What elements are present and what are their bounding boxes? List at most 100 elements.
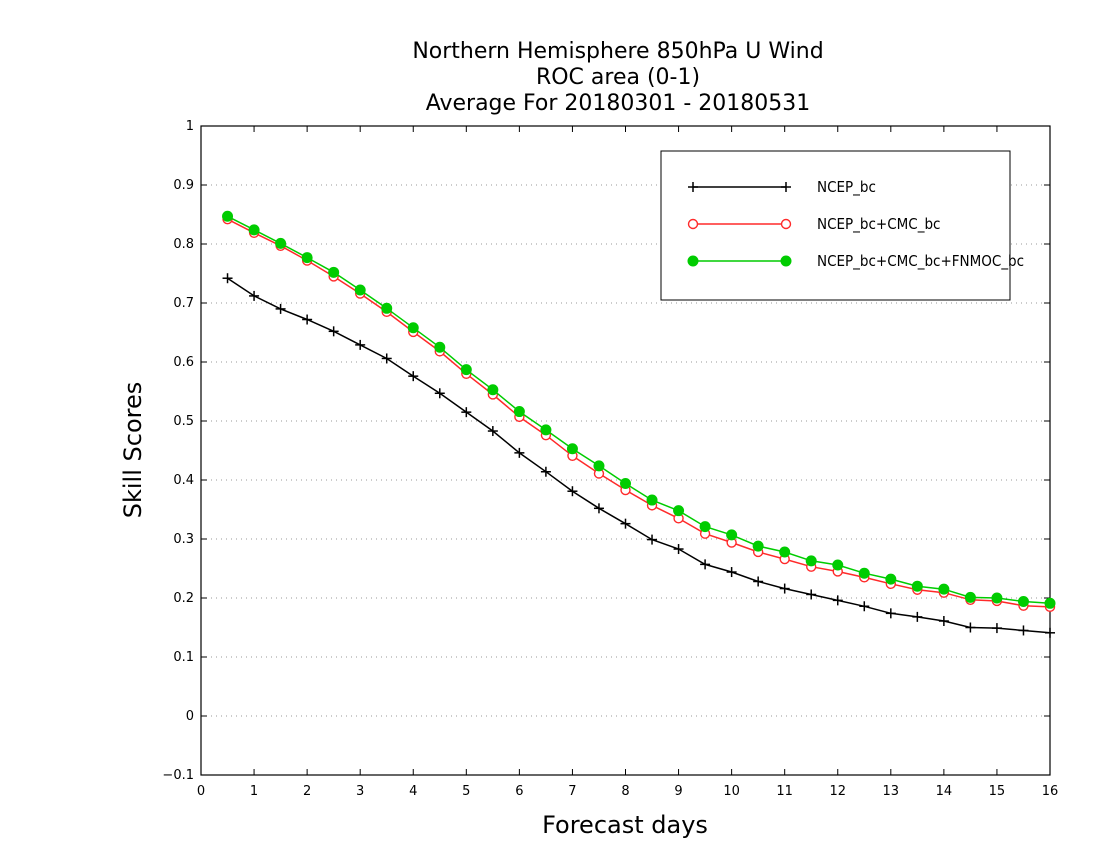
data-point <box>965 622 976 633</box>
data-point <box>381 353 392 364</box>
data-point <box>222 273 233 284</box>
data-point <box>726 567 737 578</box>
legend-marker-left <box>688 182 698 192</box>
data-point <box>540 424 552 436</box>
data-point <box>513 406 525 418</box>
data-point <box>806 589 817 600</box>
legend-box <box>660 150 1011 301</box>
data-point <box>461 407 472 418</box>
legend-marker-right <box>780 218 792 230</box>
data-point <box>779 583 790 594</box>
data-point <box>1044 597 1056 609</box>
data-point <box>460 364 472 376</box>
data-point <box>911 580 923 592</box>
legend-label: NCEP_bc+CMC_bc <box>817 215 940 234</box>
y-tick-label: −0.1 <box>162 768 194 783</box>
legend-marker-left <box>687 255 699 267</box>
data-point <box>859 601 870 612</box>
data-point <box>752 540 764 552</box>
chart-title-line-3: Average For 20180301 - 20180531 <box>426 91 811 116</box>
legend-marker-right <box>780 255 792 267</box>
x-tick-label: 12 <box>829 784 846 799</box>
data-point <box>938 583 950 595</box>
y-tick-label: 0.6 <box>173 355 194 370</box>
chart-title-line-2: ROC area (0-1) <box>536 65 700 90</box>
data-point <box>302 314 313 325</box>
legend-entry-1: NCEP_bc <box>688 178 876 197</box>
x-tick-label: 4 <box>409 784 417 799</box>
data-point <box>248 224 260 236</box>
data-point <box>647 534 658 545</box>
data-point <box>991 592 1003 604</box>
legend-entry-2: NCEP_bc+CMC_bc <box>687 215 940 234</box>
x-tick-label: 8 <box>621 784 629 799</box>
data-point <box>1045 627 1055 638</box>
legend-label: NCEP_bc+CMC_bc+FNMOC_bc <box>817 252 1024 271</box>
y-tick-label: 0.9 <box>173 178 194 193</box>
y-tick-label: 0.7 <box>173 296 194 311</box>
data-point <box>328 326 339 337</box>
data-point <box>673 544 684 555</box>
legend-marker-left <box>687 218 699 230</box>
x-tick-label: 2 <box>303 784 311 799</box>
data-point <box>514 447 525 458</box>
axis-ticks: −0.100.10.20.30.40.50.60.70.80.910 1 2 3 4 5 6… <box>162 119 1058 799</box>
data-point <box>275 237 287 249</box>
legend-entry-3: NCEP_bc+CMC_bc+FNMOC_bc <box>687 252 1024 271</box>
y-tick-label: 0.2 <box>173 591 194 606</box>
y-tick-label: 0 <box>186 709 194 724</box>
data-point <box>700 559 711 570</box>
data-point <box>567 486 578 497</box>
x-tick-label: 6 <box>515 784 523 799</box>
data-point <box>646 494 658 506</box>
y-tick-label: 0.1 <box>173 650 194 665</box>
y-tick-label: 0.5 <box>173 414 194 429</box>
x-tick-label: 13 <box>883 784 900 799</box>
data-point <box>487 384 499 396</box>
data-point <box>673 505 685 517</box>
series-3 <box>222 210 1056 609</box>
x-tick-label: 11 <box>776 784 793 799</box>
data-point <box>832 559 844 571</box>
data-point <box>593 460 605 472</box>
data-point <box>726 529 738 541</box>
data-point <box>620 518 631 529</box>
x-tick-label: 1 <box>250 784 258 799</box>
x-axis-title: Forecast days <box>542 811 708 839</box>
x-tick-label: 0 <box>197 784 205 799</box>
data-point <box>540 466 551 477</box>
data-point <box>354 284 366 296</box>
data-point <box>912 611 923 622</box>
legend: NCEP_bc NCEP_bc+CMC_bc NCEP_bc+CMC_bc+FNMO… <box>660 150 1024 301</box>
x-tick-label: 9 <box>674 784 682 799</box>
data-point <box>434 341 446 353</box>
data-point <box>249 290 260 301</box>
legend-label: NCEP_bc <box>817 178 876 197</box>
data-point <box>858 567 870 579</box>
series-layer <box>222 210 1056 638</box>
data-point <box>328 266 340 278</box>
data-point <box>593 503 604 514</box>
y-tick-label: 0.8 <box>173 237 194 252</box>
data-point <box>407 322 419 334</box>
y-tick-label: 1 <box>186 119 194 134</box>
x-tick-label: 14 <box>936 784 953 799</box>
data-point <box>753 576 764 587</box>
data-point <box>964 591 976 603</box>
x-tick-label: 7 <box>568 784 576 799</box>
data-point <box>938 616 949 627</box>
data-point <box>1017 596 1029 608</box>
x-tick-label: 16 <box>1042 784 1059 799</box>
data-point <box>381 302 393 314</box>
data-point <box>1018 625 1029 636</box>
data-point <box>434 388 445 399</box>
data-point <box>832 595 843 606</box>
data-point <box>275 303 286 314</box>
series-1 <box>222 273 1055 638</box>
data-point <box>566 443 578 455</box>
data-point <box>355 339 366 350</box>
data-point <box>408 371 419 382</box>
legend-marker-right <box>781 182 791 192</box>
